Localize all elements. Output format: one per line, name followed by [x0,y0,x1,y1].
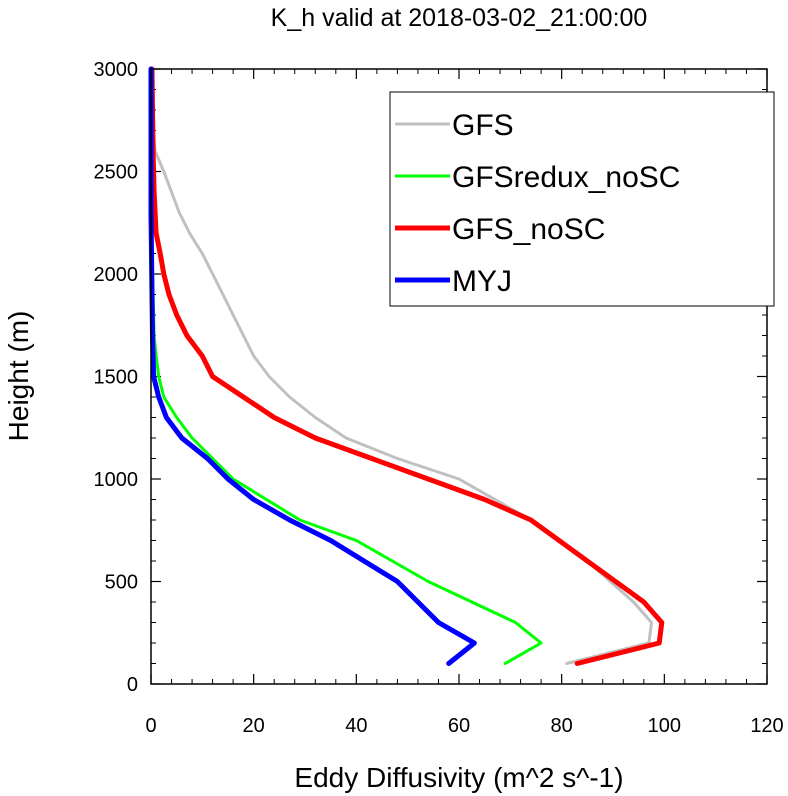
y-tick-label: 3000 [94,59,139,81]
chart-title: K_h valid at 2018-03-02_21:00:00 [271,4,648,32]
x-axis-label: Eddy Diffusivity (m^2 s^-1) [294,762,623,793]
y-tick-label: 1000 [94,469,139,491]
x-tick-label: 100 [648,715,681,737]
x-tick-label: 80 [551,715,573,737]
legend-entry: GFS_noSC [452,213,605,246]
y-tick-label: 0 [127,674,138,696]
legend: GFS GFSredux_noSC GFS_noSC MYJ [389,91,775,307]
series-lines [148,66,665,666]
y-tick-label: 1500 [94,367,139,389]
x-tick-label: 0 [145,715,156,737]
x-tick-label: 60 [448,715,470,737]
series-line-myj [148,66,477,666]
y-axis-label: Height (m) [3,311,34,442]
legend-entry: GFS [452,109,514,142]
x-tick-label: 120 [750,715,783,737]
legend-entry: MYJ [452,265,512,298]
series-line-gfs-nosc [149,66,665,666]
legend-entry: GFSredux_noSC [452,161,680,194]
x-tick-labels: 0 20 40 60 80 100 120 [145,715,783,737]
legend-box [389,91,775,307]
x-tick-label: 20 [243,715,265,737]
plot-frame [150,68,768,685]
y-tick-label: 500 [105,572,138,594]
y-tick-label: 2000 [94,264,139,286]
y-tick-label: 2500 [94,162,139,184]
x-tick-label: 40 [345,715,367,737]
y-tick-labels: 0 500 1000 1500 2000 2500 3000 [94,59,139,696]
